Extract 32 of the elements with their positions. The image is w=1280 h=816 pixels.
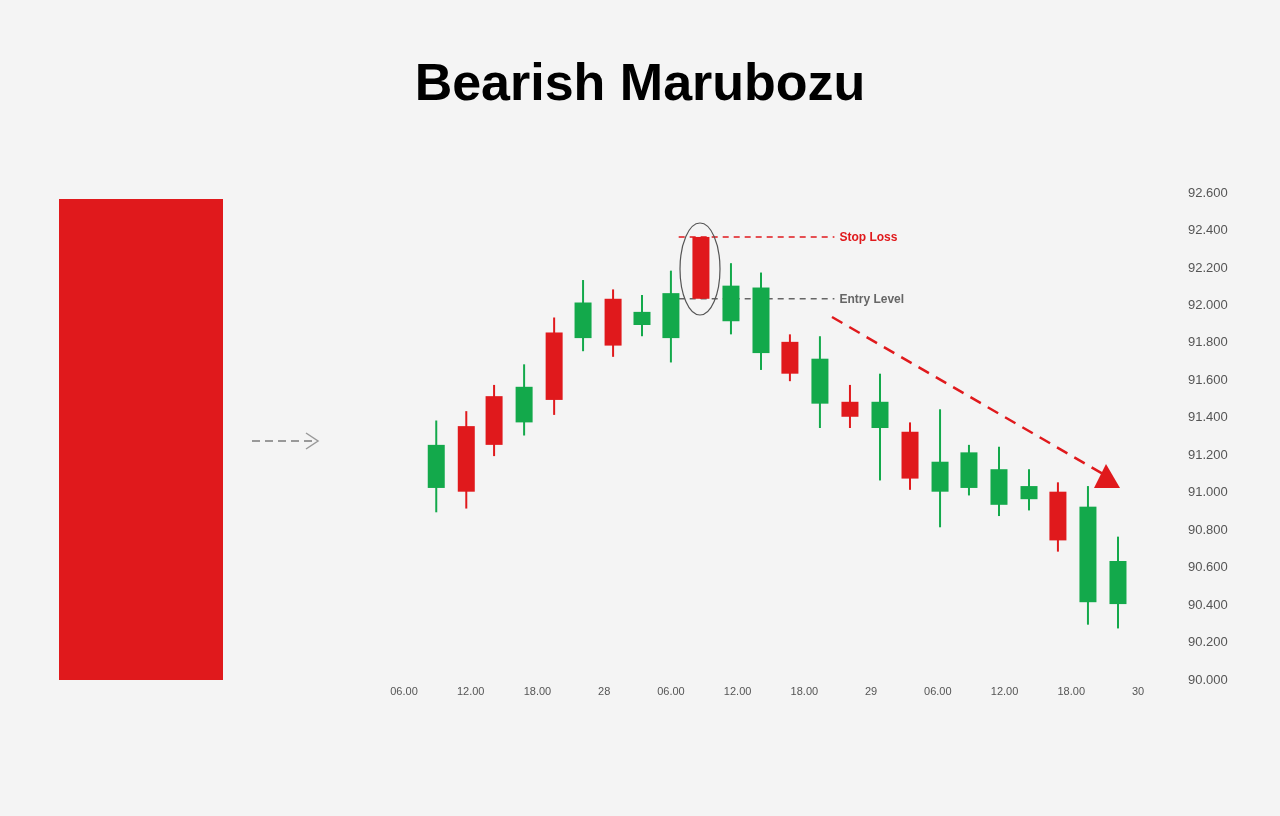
y-tick-label: 90.000 — [1188, 671, 1228, 687]
y-tick-label: 91.600 — [1188, 371, 1228, 387]
x-tick-label: 30 — [1131, 684, 1145, 697]
candlestick — [841, 383, 859, 430]
y-tick-label: 91.400 — [1188, 409, 1228, 425]
y-tick-label: 90.800 — [1188, 521, 1228, 537]
x-tick-label: 12.00 — [723, 684, 752, 697]
y-tick-label: 91.200 — [1188, 446, 1228, 462]
x-tick-label: 29 — [864, 684, 878, 697]
x-tick-label: 12.00 — [456, 684, 485, 697]
x-tick-label: 12.00 — [990, 684, 1019, 697]
y-tick-label: 92.000 — [1188, 297, 1228, 312]
y-tick-label: 90.200 — [1188, 634, 1228, 650]
x-tick-label: 06.00 — [657, 684, 685, 697]
y-tick-label: 91.000 — [1188, 484, 1228, 500]
y-tick-label: 91.800 — [1188, 334, 1228, 350]
ref-line-label: Stop Loss — [839, 230, 898, 245]
x-tick-label: 28 — [598, 684, 611, 697]
candlestick — [1020, 468, 1038, 512]
x-tick-label: 18.00 — [523, 684, 552, 697]
x-tick-label: 18.00 — [790, 684, 819, 697]
ref-line-label: Entry Level — [839, 292, 905, 307]
y-tick-label: 90.600 — [1188, 559, 1228, 575]
y-tick-label: 92.200 — [1188, 259, 1228, 275]
y-tick-label: 90.400 — [1188, 596, 1228, 612]
x-tick-label: 18.00 — [1057, 684, 1086, 697]
candlestick — [633, 294, 651, 338]
x-tick-label: 06.00 — [924, 684, 952, 697]
y-tick-label: 92.400 — [1188, 222, 1228, 238]
y-tick-label: 92.600 — [1188, 184, 1228, 200]
x-tick-label: 06.00 — [390, 684, 418, 697]
chart-title: Bearish Marubozu — [413, 52, 867, 112]
